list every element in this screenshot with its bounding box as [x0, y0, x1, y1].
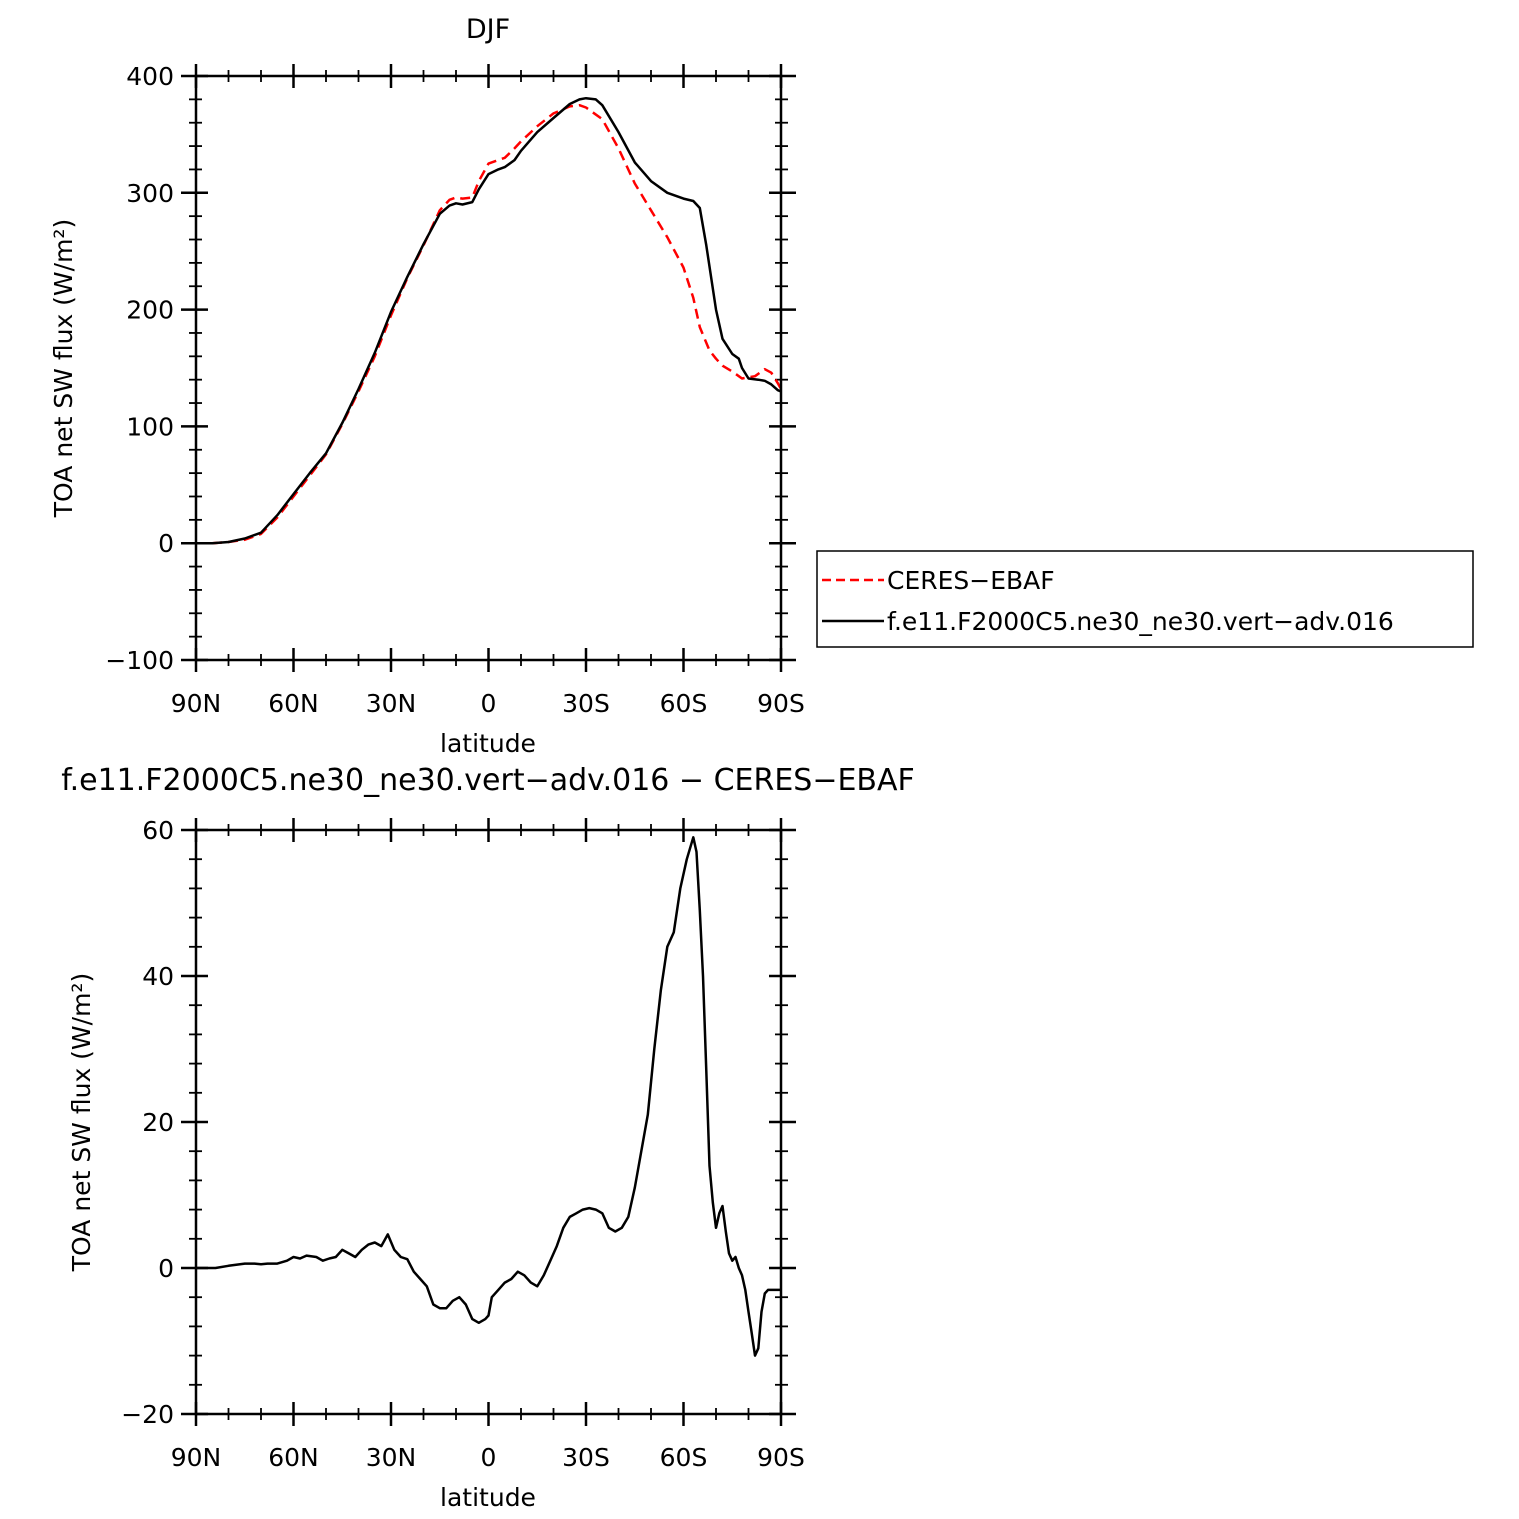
- x-tick-label: 90N: [171, 689, 222, 718]
- x-tick-label: 90S: [757, 1443, 805, 1472]
- panel-title-top: DJF: [466, 14, 510, 45]
- y-tick-label: 400: [126, 62, 174, 91]
- x-tick-label: 60S: [660, 689, 708, 718]
- y-tick-label: −20: [121, 1400, 174, 1429]
- x-tick-label: 30S: [562, 1443, 610, 1472]
- x-tick-label: 90S: [757, 689, 805, 718]
- y-tick-label: 40: [142, 962, 174, 991]
- legend-label-ceres: CERES−EBAF: [887, 566, 1055, 595]
- y-tick-label: 60: [142, 816, 174, 845]
- x-tick-labels-bottom: 90N 60N 30N 0 30S 60S 90S: [171, 1443, 805, 1472]
- y-axis-label-top: TOA net SW flux (W/m²): [49, 219, 78, 518]
- x-tick-label: 30N: [366, 689, 417, 718]
- x-tick-label: 60N: [268, 689, 319, 718]
- tick-marks-top: [181, 64, 796, 672]
- plot-frame-bottom: [194, 828, 783, 1416]
- y-tick-labels-top: −100 0 100 200 300 400: [105, 62, 174, 675]
- x-tick-label: 30S: [562, 689, 610, 718]
- panel-bottom: f.e11.F2000C5.ne30_ne30.vert−adv.016 − C…: [61, 763, 915, 1512]
- x-axis-label-top: latitude: [440, 729, 536, 758]
- x-tick-label: 60N: [268, 1443, 319, 1472]
- series-line-bottom-0: [196, 836, 781, 1357]
- y-tick-label: 0: [158, 529, 174, 558]
- plot-lines-top: [196, 96, 783, 545]
- x-tick-label: 90N: [171, 1443, 222, 1472]
- y-tick-label: 300: [126, 179, 174, 208]
- x-tick-label: 0: [481, 1443, 497, 1472]
- legend-label-model: f.e11.F2000C5.ne30_ne30.vert−adv.016: [887, 607, 1394, 636]
- tick-marks-bottom: [181, 818, 796, 1426]
- y-tick-label: 100: [126, 412, 174, 441]
- y-tick-label: 20: [142, 1108, 174, 1137]
- x-tick-label: 0: [481, 689, 497, 718]
- series-line-top-1: [196, 96, 782, 545]
- panel-title-bottom: f.e11.F2000C5.ne30_ne30.vert−adv.016 − C…: [61, 763, 915, 798]
- y-tick-labels-bottom: −20 0 20 40 60: [121, 816, 174, 1429]
- x-tick-labels-top: 90N 60N 30N 0 30S 60S 90S: [171, 689, 805, 718]
- plot-frame-top: [194, 74, 783, 662]
- panel-top: DJF 90N 60N 30N 0 30S 60S 90S −100 0 100 200 300 40…: [49, 14, 805, 758]
- x-tick-label: 60S: [660, 1443, 708, 1472]
- y-tick-label: 200: [126, 296, 174, 325]
- plot-lines-bottom: [196, 836, 781, 1357]
- legend: CERES−EBAF f.e11.F2000C5.ne30_ne30.vert−…: [816, 550, 1474, 648]
- legend-box: [816, 550, 1474, 648]
- y-axis-label-bottom: TOA net SW flux (W/m²): [67, 973, 96, 1272]
- x-axis-label-bottom: latitude: [440, 1483, 536, 1512]
- x-tick-label: 30N: [366, 1443, 417, 1472]
- y-tick-label: 0: [158, 1254, 174, 1283]
- series-line-top-0: [196, 103, 783, 545]
- y-tick-label: −100: [105, 646, 174, 675]
